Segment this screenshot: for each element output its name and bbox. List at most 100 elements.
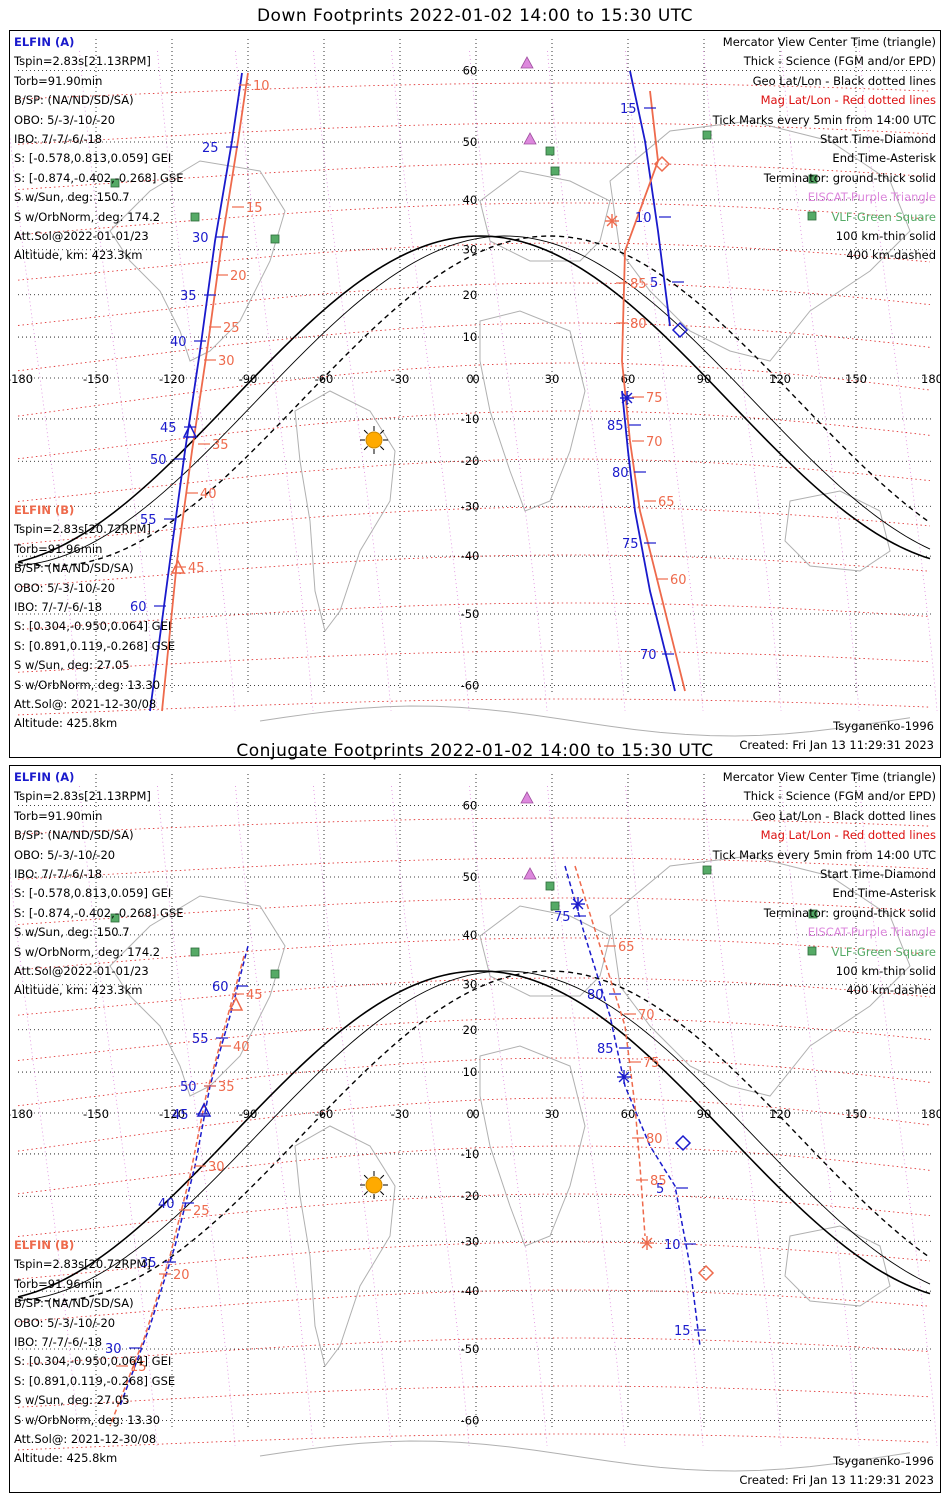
- lon-tick-label: -120: [159, 372, 185, 386]
- elfin-b-line: OBO: 5/-3/-10/-20: [14, 580, 116, 595]
- mag-meridian: [781, 785, 860, 1447]
- vlf-square-icon: [550, 901, 560, 911]
- mag-parallel: [17, 410, 931, 460]
- vlf-square-icon: [808, 174, 818, 184]
- elfin-b-time-label: 60: [670, 573, 687, 588]
- legend-item: Thick - Science (FGM and/or EPD): [743, 54, 936, 69]
- lon-tick-label: 150: [845, 372, 867, 386]
- legend-item: 400 km-dashed: [846, 248, 936, 263]
- panel2-title: Conjugate Footprints 2022-01-02 14:00 to…: [236, 741, 714, 761]
- vlf-square-icon: [807, 946, 817, 956]
- coastline: [109, 895, 286, 1097]
- mag-meridian: [391, 50, 470, 712]
- model-name: Tsyganenko-1996: [833, 1454, 934, 1468]
- mag-parallel: [17, 242, 931, 281]
- lat-tick-label: 30: [463, 978, 478, 992]
- elfin-a-header: ELFIN (A): [14, 35, 75, 49]
- legend-item: VLF-Green Square: [831, 944, 936, 959]
- vlf-square-icon: [110, 178, 120, 188]
- elfin-a-line: S w/Sun, deg: 150.7: [14, 925, 130, 940]
- elfin-b-line: Tspin=2.83s[20.72RPM]: [14, 522, 151, 537]
- elfin-b-time-label: 20: [230, 269, 247, 284]
- elfin-a-line: S: [-0.874,-0.402,-0.268] GSE: [14, 905, 184, 920]
- elfin-a-line: S: [-0.578,0.813,0.059] GEI: [14, 151, 172, 166]
- elfin-a-center-triangle-icon: [196, 1102, 212, 1117]
- lon-tick-label: 90: [697, 372, 712, 386]
- coastline: [294, 1125, 396, 1368]
- elfin-a-line: Tspin=2.83s[21.13RPM]: [14, 54, 151, 69]
- coastline: [784, 490, 891, 572]
- elfin-b-line: B/SP: (NA/ND/SD/SA): [14, 1296, 134, 1311]
- elfin-a-info: ELFIN (A) Tspin=2.83s[21.13RPM] Torb=91.…: [14, 768, 183, 1001]
- end-asterisk-icon: [641, 1237, 653, 1249]
- mag-meridian: [10, 133, 80, 712]
- antarctica-coast: [259, 705, 911, 737]
- lon-tick-label: 120: [769, 1107, 791, 1121]
- vlf-square-icon: [808, 909, 818, 919]
- elfin-b-info: ELFIN (B) Tspin=2.83s[20.72RPM] Torb=91.…: [14, 1236, 175, 1469]
- terminator-100km: [17, 235, 931, 567]
- lat-tick-label: 60: [463, 63, 478, 77]
- start-diamond-icon: [674, 1134, 692, 1152]
- mag-meridian: [859, 50, 938, 712]
- mag-parallel: [17, 1385, 931, 1408]
- elfin-a-line: Altitude, km: 423.3km: [14, 248, 143, 263]
- elfin-a-conj-track-east: [564, 865, 701, 1347]
- elfin-a-time-label: 10: [664, 1238, 681, 1253]
- mag-parallel: [17, 122, 931, 145]
- elfin-b-time-label: 10: [253, 79, 270, 94]
- coastline: [609, 120, 911, 362]
- elfin-a-time-label: 40: [170, 335, 187, 350]
- coastline: [609, 855, 911, 1097]
- legend-item: 100 km-thin solid: [835, 229, 936, 244]
- elfin-b-line: IBO: 7/-7/-6/-18: [14, 1335, 103, 1350]
- end-asterisk-icon: [606, 215, 618, 227]
- coastline: [479, 1045, 586, 1247]
- lat-tick-label: -30: [461, 1234, 480, 1248]
- mag-parallel: [17, 1289, 931, 1323]
- elfin-a-track-east-south: [621, 390, 676, 692]
- elfin-a-time-label: 85: [607, 419, 624, 434]
- elfin-a-line: S: [-0.578,0.813,0.059] GEI: [14, 886, 172, 901]
- legend-item: 100 km-thin solid: [835, 964, 936, 979]
- elfin-a-time-label: 55: [140, 513, 157, 528]
- elfin-a-line: B/SP: (NA/ND/SD/SA): [14, 93, 134, 108]
- elfin-b-line: S w/OrbNorm, deg: 13.30: [14, 677, 161, 692]
- sun-ray: [363, 446, 368, 451]
- antarctica-coast: [259, 1440, 911, 1472]
- down-footprints-map: -180-150-120-90-60-300306090120150180706…: [10, 39, 940, 737]
- mag-parallel: [17, 1241, 931, 1280]
- elfin-b-time-label: 75: [643, 1056, 660, 1071]
- mag-parallel: [17, 1337, 931, 1365]
- start-diamond-icon: [653, 155, 671, 173]
- elfin-b-line: IBO: 7/-7/-6/-18: [14, 600, 103, 615]
- lon-tick-label: 120: [769, 372, 791, 386]
- lat-tick-label: 40: [463, 193, 478, 207]
- down-footprints-panel: -180-150-120-90-60-300306090120150180706…: [9, 30, 941, 758]
- elfin-a-info: ELFIN (A) Tspin=2.83s[21.13RPM] Torb=91.…: [14, 33, 183, 266]
- footer: Tsyganenko-1996 Created: Fri Jan 13 11:2…: [739, 717, 934, 755]
- elfin-a-line: S w/OrbNorm, deg: 174.2: [14, 209, 161, 224]
- mag-meridian: [703, 785, 782, 1447]
- vlf-square-icon: [545, 881, 555, 891]
- elfin-b-track-west: [161, 72, 249, 712]
- elfin-b-time-label: 15: [246, 201, 263, 216]
- elfin-a-time-label: 5: [656, 1182, 664, 1197]
- elfin-b-time-label: 15: [130, 1360, 147, 1375]
- mag-parallel: [17, 897, 931, 925]
- elfin-a-time-label: 60: [130, 600, 147, 615]
- elfin-a-time-label: 15: [620, 102, 637, 117]
- sun-icon: [365, 1176, 383, 1194]
- elfin-b-line: S: [0.304,-0.950,0.064] GEI: [14, 1354, 172, 1369]
- created-time: Created: Fri Jan 13 11:29:31 2023: [739, 738, 934, 752]
- vlf-square-icon: [110, 913, 120, 923]
- elfin-a-time-label: 45: [172, 1108, 189, 1123]
- lat-tick-label: -20: [461, 1189, 480, 1203]
- mag-parallel: [17, 202, 931, 236]
- legend-item: Mag Lat/Lon - Red dotted lines: [760, 93, 936, 108]
- lat-tick-label: 40: [463, 928, 478, 942]
- mag-meridian: [469, 785, 548, 1447]
- lat-tick-label: 30: [463, 243, 478, 257]
- elfin-b-center-triangle-icon: [228, 996, 244, 1011]
- lon-tick-label: 60: [621, 1107, 636, 1121]
